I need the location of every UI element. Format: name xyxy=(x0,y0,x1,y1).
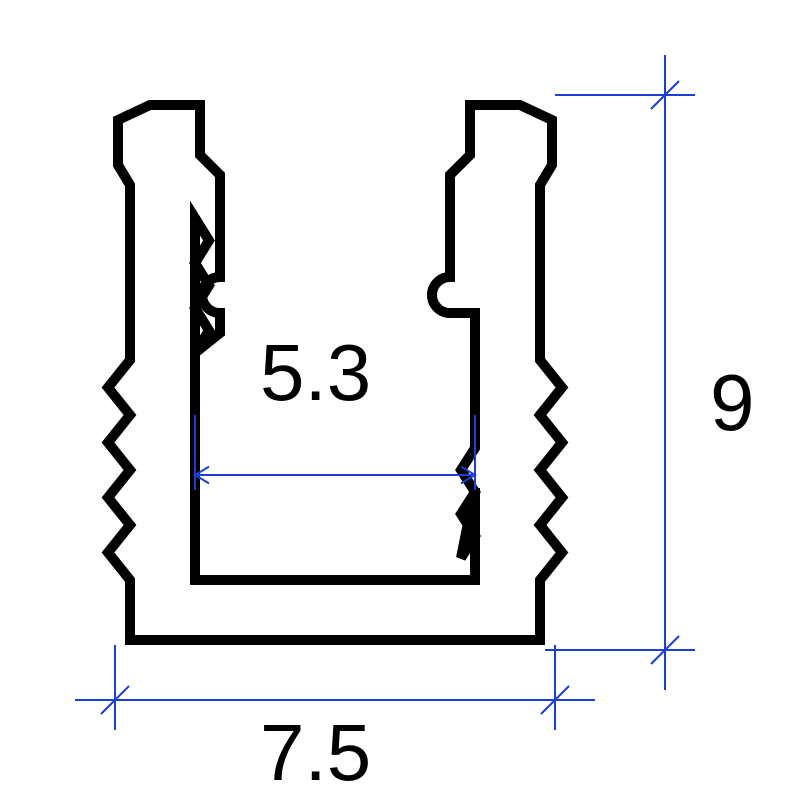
dimension-inner-width-label: 5.3 xyxy=(260,328,371,417)
dimension-outer-height xyxy=(545,55,695,690)
dimension-outer-height-label: 9 xyxy=(710,358,755,447)
profile-drawing: 5.3 7.5 9 xyxy=(0,0,800,800)
dimension-inner-width xyxy=(195,415,475,490)
dimension-outer-width-label: 7.5 xyxy=(260,708,371,797)
